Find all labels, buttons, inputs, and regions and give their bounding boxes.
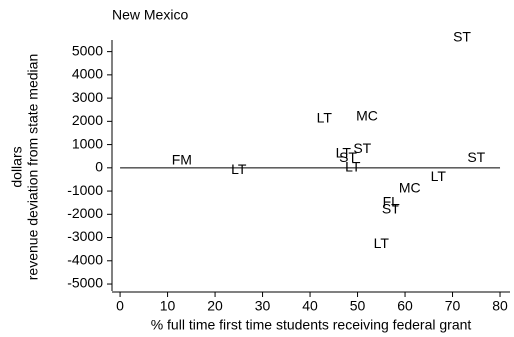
point-label: MC	[356, 107, 378, 123]
y-tick-label: 2000	[72, 112, 103, 128]
x-axis-label: % full time first time students receivin…	[151, 317, 472, 333]
point-label: ST	[339, 149, 357, 165]
point-label: MC	[399, 179, 421, 195]
y-tick-label: -1000	[67, 182, 103, 198]
x-tick-label: 0	[116, 298, 124, 314]
point-label: LT	[345, 159, 361, 175]
point-label: FM	[172, 152, 192, 168]
x-tick-label: 60	[397, 298, 413, 314]
y-axis-label: dollars	[9, 146, 25, 187]
x-tick-label: 20	[207, 298, 223, 314]
point-label: LT	[374, 235, 390, 251]
x-tick-label: 70	[445, 298, 461, 314]
point-label: FL	[383, 193, 400, 209]
y-tick-label: 5000	[72, 42, 103, 58]
point-label: ST	[353, 140, 371, 156]
chart-title: New Mexico	[112, 7, 188, 23]
point-label: ST	[382, 200, 400, 216]
y-tick-label: -2000	[67, 205, 103, 221]
y-tick-label: 0	[95, 159, 103, 175]
point-label: ST	[467, 149, 485, 165]
point-label: LT	[431, 168, 447, 184]
x-tick-label: 50	[350, 298, 366, 314]
y-tick-label: 4000	[72, 66, 103, 82]
point-label: ST	[453, 28, 471, 44]
x-tick-label: 10	[160, 298, 176, 314]
y-tick-label: -3000	[67, 228, 103, 244]
point-label: LT	[231, 161, 247, 177]
point-label: LT	[317, 110, 333, 126]
x-tick-label: 40	[302, 298, 318, 314]
x-tick-label: 30	[255, 298, 271, 314]
point-label: LT	[336, 145, 352, 161]
y-tick-label: 3000	[72, 89, 103, 105]
y-tick-label: -5000	[67, 275, 103, 291]
x-tick-label: 80	[492, 298, 508, 314]
y-tick-label: 1000	[72, 135, 103, 151]
y-axis-label: revenue deviation from state median	[25, 54, 41, 280]
y-tick-label: -4000	[67, 251, 103, 267]
